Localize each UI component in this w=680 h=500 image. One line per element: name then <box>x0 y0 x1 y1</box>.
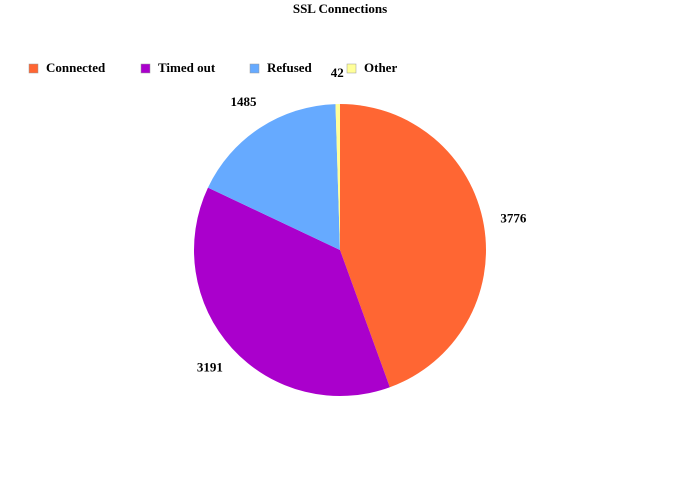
legend-label: Timed out <box>158 60 216 75</box>
chart-title: SSL Connections <box>293 1 387 16</box>
pie-slice <box>193 187 390 396</box>
legend-swatch <box>249 63 260 74</box>
legend-label: Other <box>364 60 397 75</box>
pie-slice <box>335 104 340 250</box>
legend-swatch <box>346 63 357 74</box>
pie-slice <box>207 104 340 250</box>
legend-label: Refused <box>267 60 313 75</box>
legend-label: Connected <box>46 60 106 75</box>
value-label: 42 <box>331 65 344 80</box>
value-label: 1485 <box>231 94 258 109</box>
pie-slice <box>340 104 486 388</box>
value-label: 3191 <box>197 360 223 375</box>
value-label: 3776 <box>500 210 527 225</box>
legend-swatch <box>140 63 151 74</box>
legend-swatch <box>28 63 39 74</box>
